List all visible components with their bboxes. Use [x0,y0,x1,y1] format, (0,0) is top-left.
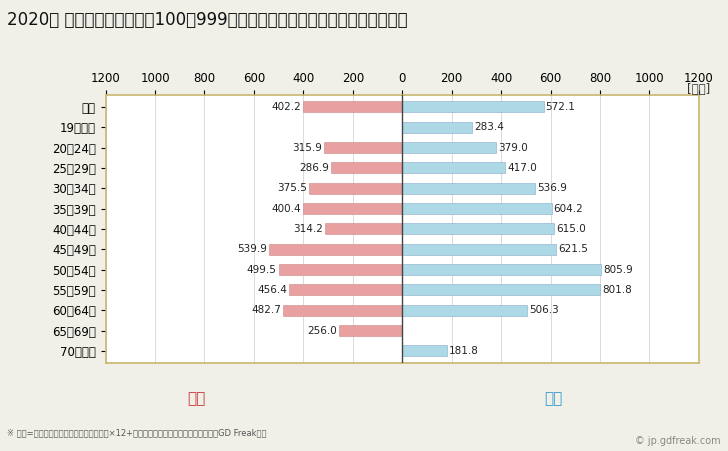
Text: 379.0: 379.0 [498,143,528,152]
Bar [290,284,403,295]
Text: 375.5: 375.5 [277,183,307,193]
Text: 314.2: 314.2 [293,224,323,234]
Text: 621.5: 621.5 [558,244,587,254]
Bar [304,203,403,214]
Text: 615.0: 615.0 [556,224,586,234]
Bar [324,142,403,153]
Text: 456.4: 456.4 [258,285,288,295]
Bar [339,325,403,336]
Text: 315.9: 315.9 [292,143,323,152]
Bar [269,244,403,255]
Bar [403,203,552,214]
Text: 男性: 男性 [544,391,563,407]
Bar [403,101,544,112]
Text: 256.0: 256.0 [307,326,337,336]
Text: 801.8: 801.8 [602,285,632,295]
Text: 283.4: 283.4 [474,122,504,132]
Text: 539.9: 539.9 [237,244,266,254]
Text: 402.2: 402.2 [271,102,301,112]
Bar [279,264,403,275]
Bar [403,264,601,275]
Text: © jp.gdfreak.com: © jp.gdfreak.com [635,437,721,446]
Text: 805.9: 805.9 [604,265,633,275]
Text: ※ 年収=「きまって支給する現金給与額」×12+「年間賞与その他特別給与額」としてGD Freak推計: ※ 年収=「きまって支給する現金給与額」×12+「年間賞与その他特別給与額」とし… [7,428,266,437]
Text: 482.7: 482.7 [251,305,281,315]
Bar [403,284,601,295]
Text: 2020年 民間企業（従業者数100～999人）フルタイム労働者の男女別平均年収: 2020年 民間企業（従業者数100～999人）フルタイム労働者の男女別平均年収 [7,11,408,29]
Text: 572.1: 572.1 [545,102,576,112]
Bar [403,345,447,356]
Text: 286.9: 286.9 [299,163,329,173]
Bar [403,223,554,235]
Bar [309,183,403,194]
Bar [403,162,505,174]
Text: [万円]: [万円] [687,83,710,97]
Bar [331,162,403,174]
Bar [283,304,403,316]
Bar [403,183,535,194]
Text: 506.3: 506.3 [529,305,559,315]
Bar [403,304,527,316]
Bar [325,223,403,235]
Text: 499.5: 499.5 [247,265,277,275]
Bar [403,142,496,153]
Text: 536.9: 536.9 [537,183,567,193]
Text: 417.0: 417.0 [507,163,537,173]
Bar [403,244,556,255]
Text: 181.8: 181.8 [449,346,479,356]
Text: 女性: 女性 [187,391,206,407]
Text: 400.4: 400.4 [272,203,301,214]
Bar [303,101,403,112]
Bar [403,122,472,133]
Text: 604.2: 604.2 [553,203,583,214]
